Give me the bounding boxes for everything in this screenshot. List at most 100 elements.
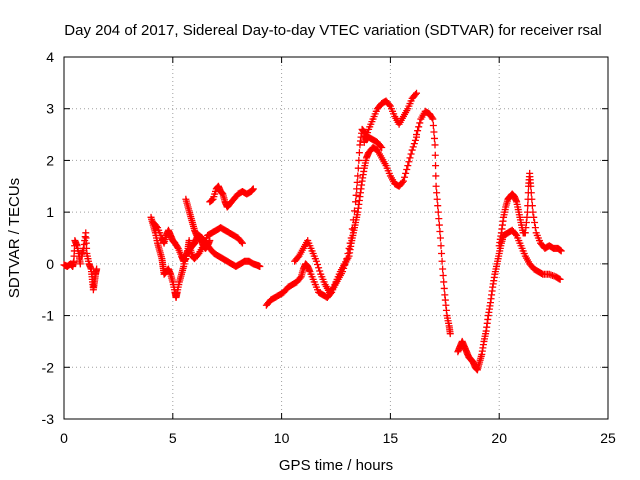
data-point: [433, 195, 441, 203]
plot-frame: [63, 56, 609, 420]
data-point: [413, 131, 421, 139]
grid: [64, 57, 608, 419]
data-point: [360, 138, 368, 146]
data-point: [344, 250, 352, 258]
data-point: [398, 178, 406, 186]
data-point: [408, 146, 416, 154]
data-trace-11: [454, 226, 564, 374]
data-point: [385, 101, 393, 109]
data-trace-7: [262, 133, 421, 309]
data-point: [347, 234, 355, 242]
data-point: [350, 207, 358, 215]
data-points: [60, 89, 565, 374]
data-point: [429, 122, 437, 130]
data-point: [353, 185, 361, 193]
data-point: [173, 243, 181, 251]
data-point: [431, 141, 439, 149]
data-point: [256, 262, 264, 270]
data-point: [238, 239, 246, 247]
data-point: [355, 149, 363, 157]
data-point: [315, 264, 323, 272]
data-point: [339, 268, 347, 276]
data-point: [438, 250, 446, 258]
data-trace-8: [291, 125, 386, 296]
data-point: [249, 185, 257, 193]
data-point: [434, 208, 442, 216]
data-point: [354, 164, 362, 172]
data-point: [342, 258, 350, 266]
data-point: [152, 222, 160, 230]
data-point: [406, 154, 414, 162]
x-tick-label: 15: [383, 430, 399, 446]
y-tick-label: 4: [46, 49, 54, 65]
data-point: [440, 278, 448, 286]
data-point: [404, 162, 412, 170]
data-trace-9: [360, 89, 421, 146]
data-point: [405, 158, 413, 166]
data-point: [556, 275, 564, 283]
x-tick-label: 0: [60, 430, 68, 446]
x-tick-label: 25: [600, 430, 616, 446]
data-point: [436, 228, 444, 236]
x-tick-label: 20: [491, 430, 507, 446]
data-point: [411, 90, 419, 98]
data-point: [430, 128, 438, 136]
data-point: [377, 142, 385, 150]
data-point: [446, 330, 454, 338]
y-tick-label: 2: [46, 152, 54, 168]
data-point: [527, 182, 535, 190]
data-point: [416, 119, 424, 127]
data-point: [401, 173, 409, 181]
data-point: [438, 257, 446, 265]
x-tick-label: 5: [169, 430, 177, 446]
data-point: [402, 169, 410, 177]
data-point: [206, 237, 214, 245]
data-point: [312, 257, 320, 265]
data-point: [529, 208, 537, 216]
data-point: [428, 114, 436, 122]
data-point: [409, 143, 417, 151]
data-point: [531, 224, 539, 232]
data-point: [429, 115, 437, 123]
data-point: [411, 136, 419, 144]
data-point: [364, 129, 372, 137]
y-tick-label: -2: [42, 359, 55, 375]
y-tick-label: -3: [42, 411, 55, 427]
data-point: [432, 182, 440, 190]
data-point: [432, 162, 440, 170]
data-point: [296, 274, 304, 282]
data-point: [436, 234, 444, 242]
data-point: [410, 140, 418, 148]
y-tick-label: 1: [46, 204, 54, 220]
data-point: [352, 198, 360, 206]
data-point: [352, 191, 360, 199]
data-point: [530, 213, 538, 221]
data-point: [407, 150, 415, 158]
data-trace-3: [147, 213, 264, 301]
data-point: [439, 271, 447, 279]
data-point: [414, 127, 422, 135]
data-point: [433, 189, 441, 197]
data-point: [435, 221, 443, 229]
data-point: [314, 261, 322, 269]
data-trace-12: [495, 169, 565, 255]
data-point: [354, 172, 362, 180]
x-axis-label: GPS time / hours: [279, 457, 393, 474]
y-tick-label: -1: [42, 308, 55, 324]
data-point: [434, 202, 442, 210]
data-point: [415, 123, 423, 131]
data-point: [316, 267, 324, 275]
data-point: [403, 165, 411, 173]
data-point: [440, 284, 448, 292]
data-point: [528, 202, 536, 210]
y-tick-label: 0: [46, 256, 54, 272]
data-point: [343, 255, 351, 263]
y-tick-label: 3: [46, 101, 54, 117]
x-tick-label: 10: [274, 430, 290, 446]
data-point: [439, 265, 447, 273]
data-point: [76, 260, 84, 268]
data-trace-2: [77, 229, 101, 294]
data-point: [340, 264, 348, 272]
data-point: [435, 215, 443, 223]
